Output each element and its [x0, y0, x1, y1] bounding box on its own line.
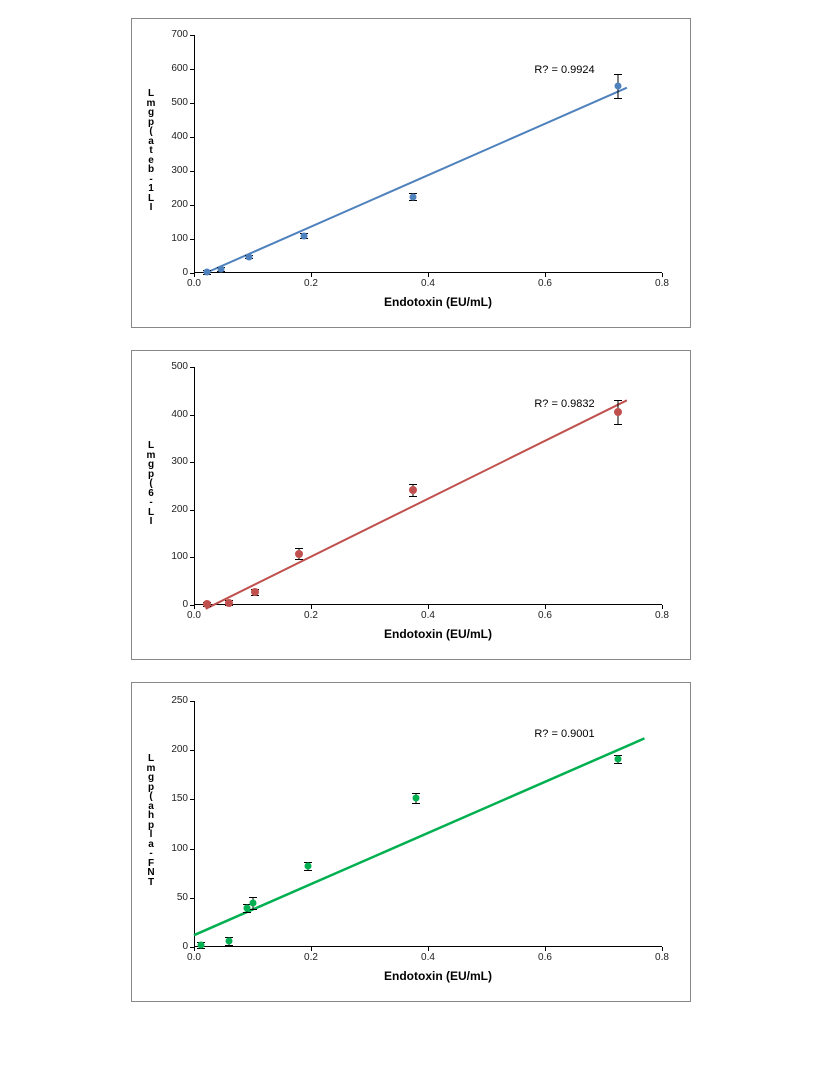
data-point — [305, 863, 312, 870]
x-tick — [662, 605, 663, 609]
y-tick-label: 0 — [158, 941, 188, 952]
data-point — [615, 83, 622, 90]
x-tick-label: 0.6 — [531, 278, 559, 289]
data-point — [413, 795, 420, 802]
x-tick — [428, 947, 429, 951]
y-axis-label: Lmgp(ahpla-FNT — [144, 754, 158, 887]
data-point — [300, 232, 307, 239]
y-axis-label-char: T — [144, 878, 158, 888]
data-point — [410, 193, 417, 200]
data-point — [614, 408, 622, 416]
error-cap — [409, 496, 417, 497]
data-point — [615, 756, 622, 763]
y-axis-label: Lmgp(6-LI — [144, 441, 158, 527]
x-tick — [311, 273, 312, 277]
error-cap — [243, 912, 251, 913]
y-axis-label-char: I — [144, 203, 158, 213]
y-tick-label: 0 — [158, 599, 188, 610]
y-tick-label: 250 — [158, 695, 188, 706]
data-point — [295, 550, 303, 558]
plot-area: 0501001502002500.00.20.40.60.8R? = 0.900… — [194, 701, 662, 947]
y-axis-label: Lmgp(ateb-1LI — [144, 89, 158, 213]
x-tick-label: 0.4 — [414, 278, 442, 289]
y-tick-label: 400 — [158, 409, 188, 420]
error-cap — [409, 200, 417, 201]
data-point — [204, 268, 211, 275]
x-tick — [428, 605, 429, 609]
trend-line — [194, 701, 662, 947]
y-tick-label: 200 — [158, 504, 188, 515]
data-point — [218, 265, 225, 272]
x-tick-label: 0.8 — [648, 952, 676, 963]
x-tick-label: 0.4 — [414, 610, 442, 621]
x-tick-label: 0.6 — [531, 610, 559, 621]
y-tick-label: 500 — [158, 361, 188, 372]
y-tick-label: 300 — [158, 165, 188, 176]
y-tick-label: 100 — [158, 551, 188, 562]
data-point — [251, 588, 259, 596]
plot-area: 01002003004005006007000.00.20.40.60.8R? … — [194, 35, 662, 273]
x-tick-label: 0.8 — [648, 278, 676, 289]
x-tick — [662, 273, 663, 277]
y-tick-label: 0 — [158, 267, 188, 278]
x-axis-label: Endotoxin (EU/mL) — [358, 295, 518, 309]
trend-line — [194, 367, 662, 605]
x-tick — [194, 947, 195, 951]
error-cap — [295, 559, 303, 560]
error-cap — [614, 763, 622, 764]
x-tick — [311, 605, 312, 609]
trend-line — [194, 35, 662, 273]
error-cap — [304, 870, 312, 871]
x-tick-label: 0.0 — [180, 278, 208, 289]
plot-area: 01002003004005000.00.20.40.60.8R? = 0.98… — [194, 367, 662, 605]
error-cap — [614, 424, 622, 425]
x-tick — [662, 947, 663, 951]
x-axis-label: Endotoxin (EU/mL) — [358, 969, 518, 983]
x-tick — [194, 605, 195, 609]
y-tick-label: 300 — [158, 456, 188, 467]
x-tick-label: 0.2 — [297, 278, 325, 289]
error-cap — [614, 74, 622, 75]
x-tick — [545, 273, 546, 277]
x-tick-label: 0.2 — [297, 952, 325, 963]
y-tick-label: 200 — [158, 199, 188, 210]
x-tick-label: 0.2 — [297, 610, 325, 621]
x-tick — [545, 605, 546, 609]
x-tick-label: 0.0 — [180, 610, 208, 621]
x-tick-label: 0.8 — [648, 610, 676, 621]
data-point — [225, 599, 233, 607]
error-cap — [249, 897, 257, 898]
x-tick — [194, 273, 195, 277]
error-cap — [225, 945, 233, 946]
x-tick-label: 0.0 — [180, 952, 208, 963]
data-point — [249, 899, 256, 906]
y-tick-label: 100 — [158, 843, 188, 854]
error-cap — [614, 98, 622, 99]
y-tick-label: 400 — [158, 131, 188, 142]
y-tick-label: 200 — [158, 744, 188, 755]
x-tick — [545, 947, 546, 951]
y-tick-label: 150 — [158, 793, 188, 804]
x-tick-label: 0.4 — [414, 952, 442, 963]
error-cap — [614, 400, 622, 401]
data-point — [245, 253, 252, 260]
data-point — [226, 938, 233, 945]
error-cap — [412, 803, 420, 804]
y-tick-label: 600 — [158, 63, 188, 74]
y-tick-label: 100 — [158, 233, 188, 244]
y-axis-label-char: I — [144, 517, 158, 527]
x-tick — [311, 947, 312, 951]
x-axis-label: Endotoxin (EU/mL) — [358, 627, 518, 641]
x-tick-label: 0.6 — [531, 952, 559, 963]
data-point — [198, 942, 205, 949]
data-point — [203, 600, 211, 608]
x-tick — [428, 273, 429, 277]
y-tick-label: 500 — [158, 97, 188, 108]
chart-frame-2: 0501001502002500.00.20.40.60.8R? = 0.900… — [131, 682, 691, 1002]
chart-frame-1: 01002003004005000.00.20.40.60.8R? = 0.98… — [131, 350, 691, 660]
y-tick-label: 50 — [158, 892, 188, 903]
chart-frame-0: 01002003004005006007000.00.20.40.60.8R? … — [131, 18, 691, 328]
y-tick-label: 700 — [158, 29, 188, 40]
data-point — [409, 486, 417, 494]
